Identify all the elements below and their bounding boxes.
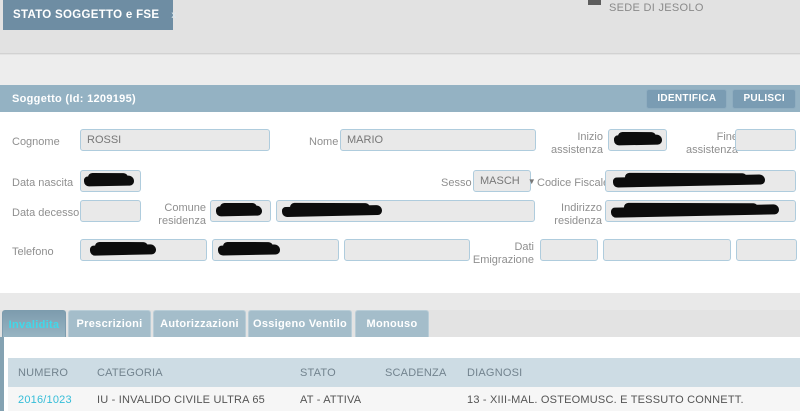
identifica-button[interactable]: IDENTIFICA xyxy=(646,88,728,109)
invalidita-panel: NUMERO CATEGORIA STATO SCADENZA DIAGNOSI… xyxy=(0,337,800,411)
column-header-diagnosi: DIAGNOSI xyxy=(467,366,523,379)
chevron-down-icon: ▼ xyxy=(527,176,536,186)
table-row[interactable]: 2016/1023 IU - INVALIDO CIVILE ULTRA 65 … xyxy=(8,387,800,411)
window-tab-title: STATO SOGGETTO e FSE xyxy=(13,9,160,21)
inizio-assistenza-label: Inizio assistenza xyxy=(551,131,603,156)
tab-invalidita[interactable]: Invalidita xyxy=(2,310,66,338)
numero-link[interactable]: 2016/1023 xyxy=(18,394,72,406)
redaction-mark xyxy=(215,205,263,217)
soggetto-panel-header: Soggetto (Id: 1209195) IDENTIFICA PULISC… xyxy=(0,85,800,112)
dati-emigrazione-input-1[interactable] xyxy=(540,239,598,261)
column-header-categoria: CATEGORIA xyxy=(97,366,163,379)
fine-assistenza-input[interactable] xyxy=(735,129,796,151)
data-nascita-field[interactable] xyxy=(80,170,141,192)
telefono-label: Telefono xyxy=(12,246,54,258)
data-nascita-label: Data nascita xyxy=(12,177,74,189)
window-tab-stato-soggetto[interactable]: STATO SOGGETTO e FSE x xyxy=(3,0,176,30)
codice-fiscale-field[interactable] xyxy=(605,170,796,192)
dati-emigrazione-input-2[interactable] xyxy=(603,239,731,261)
cognome-label: Cognome xyxy=(12,136,60,148)
site-indicator: SEDE DI JESOLO xyxy=(588,0,704,14)
nome-label: Nome xyxy=(309,136,339,148)
top-bar: STATO SOGGETTO e FSE x SEDE DI JESOLO xyxy=(0,0,800,54)
soggetto-title: Soggetto (Id: 1209195) xyxy=(12,92,136,105)
inizio-assistenza-field[interactable] xyxy=(608,129,667,151)
building-icon xyxy=(588,0,601,5)
sesso-selected-value: MASCH xyxy=(480,175,520,187)
comune-residenza-code-field[interactable] xyxy=(210,200,271,222)
tab-autorizzazioni[interactable]: Autorizzazioni xyxy=(153,310,246,337)
pulisci-button[interactable]: PULISCI xyxy=(732,88,796,109)
soggetto-form: Cognome Nome Inizio assistenza Fine assi… xyxy=(0,112,800,293)
indirizzo-residenza-field[interactable] xyxy=(605,200,796,222)
site-label: SEDE DI JESOLO xyxy=(609,2,704,14)
dati-emigrazione-input-3[interactable] xyxy=(736,239,797,261)
telefono-field-1[interactable] xyxy=(80,239,207,261)
close-tab-icon[interactable]: x xyxy=(171,9,177,21)
categoria-cell: IU - INVALIDO CIVILE ULTRA 65 xyxy=(97,394,265,406)
data-decesso-input[interactable] xyxy=(80,200,141,222)
tab-prescrizioni[interactable]: Prescrizioni xyxy=(68,310,151,337)
tab-label: Prescrizioni xyxy=(76,318,143,330)
stato-cell: AT - ATTIVA xyxy=(300,394,362,406)
sesso-select[interactable]: MASCH ▼ xyxy=(473,170,536,192)
tab-monouso[interactable]: Monouso xyxy=(355,310,429,337)
data-decesso-label: Data decesso xyxy=(12,207,80,219)
tab-label: Autorizzazioni xyxy=(160,318,239,330)
column-header-stato: STATO xyxy=(300,366,336,379)
table-header-row: NUMERO CATEGORIA STATO SCADENZA DIAGNOSI xyxy=(8,358,800,387)
comune-residenza-name-field[interactable] xyxy=(276,200,535,222)
column-header-scadenza: SCADENZA xyxy=(385,366,447,379)
fine-assistenza-label: Fine assistenza xyxy=(686,131,738,156)
redaction-mark xyxy=(281,204,383,218)
cognome-input[interactable] xyxy=(80,129,270,151)
column-header-numero: NUMERO xyxy=(18,366,69,379)
invalidita-table: NUMERO CATEGORIA STATO SCADENZA DIAGNOSI… xyxy=(8,358,800,411)
tab-ossigeno-ventilo[interactable]: Ossigeno Ventilo xyxy=(248,310,352,337)
redaction-mark xyxy=(83,175,135,187)
sesso-label: Sesso xyxy=(441,177,472,189)
indirizzo-residenza-label: Indirizzo residenza xyxy=(554,202,602,227)
telefono-input-3[interactable] xyxy=(344,239,470,261)
nome-input[interactable] xyxy=(340,129,536,151)
redaction-mark xyxy=(217,244,281,256)
toolbar-strip xyxy=(0,55,800,85)
dati-emigrazione-label: Dati Emigrazione xyxy=(472,241,534,266)
tab-label: Invalidita xyxy=(8,318,60,331)
telefono-field-2[interactable] xyxy=(212,239,339,261)
section-divider xyxy=(0,293,800,310)
redaction-mark xyxy=(613,134,663,146)
tab-label: Monouso xyxy=(366,318,418,330)
diagnosi-cell: 13 - XIII-MAL. OSTEOMUSC. E TESSUTO CONN… xyxy=(467,394,744,406)
redaction-mark xyxy=(89,244,157,256)
comune-residenza-label: Comune residenza xyxy=(158,202,206,227)
codice-fiscale-label: Codice Fiscale xyxy=(537,177,610,189)
detail-tabs: Invalidita Prescrizioni Autorizzazioni O… xyxy=(0,310,800,338)
tab-label: Ossigeno Ventilo xyxy=(252,318,348,330)
